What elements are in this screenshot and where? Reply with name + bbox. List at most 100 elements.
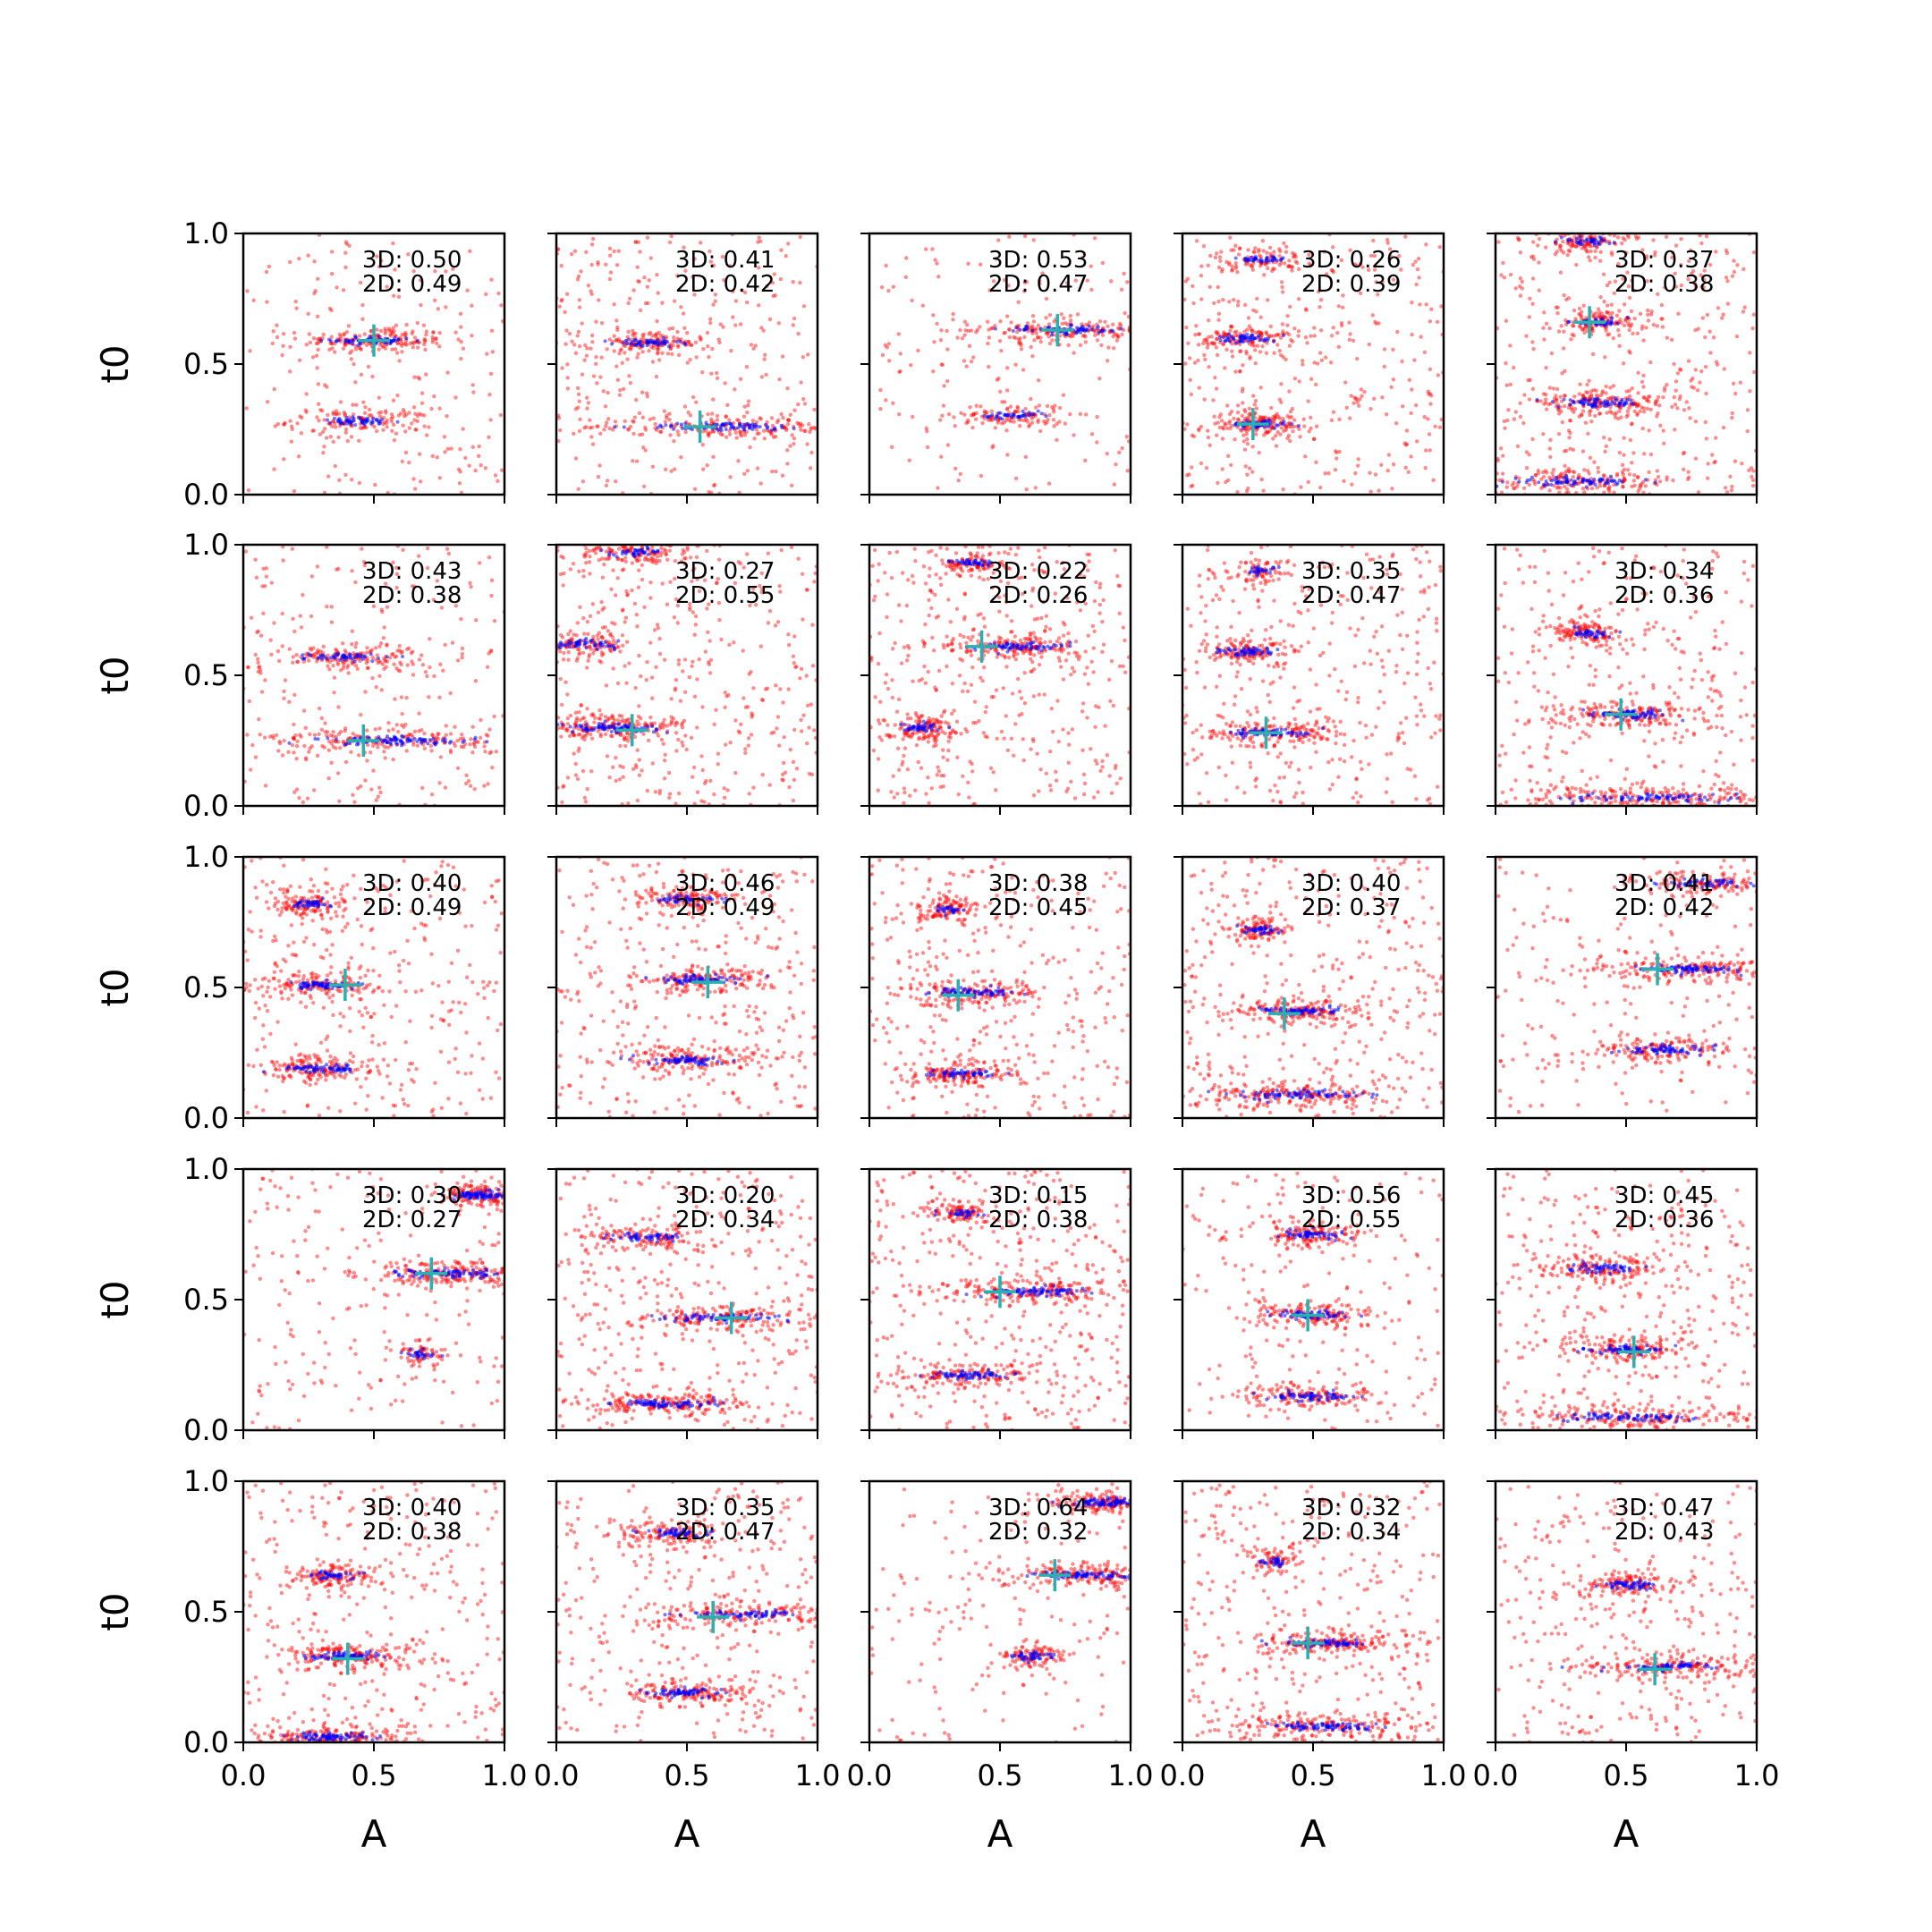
red-point — [1027, 424, 1031, 428]
blue-point — [472, 737, 477, 741]
blue-point — [308, 653, 312, 657]
red-point — [1246, 248, 1250, 252]
blue-point — [1027, 413, 1031, 418]
red-point — [1063, 421, 1068, 426]
red-point — [746, 402, 750, 408]
red-point — [577, 305, 582, 309]
red-point — [561, 784, 565, 790]
red-point — [1551, 474, 1555, 479]
red-point — [459, 339, 463, 344]
red-point — [1068, 313, 1072, 318]
red-point — [288, 344, 292, 349]
red-point — [738, 561, 743, 566]
red-point — [418, 479, 423, 484]
red-point — [295, 659, 301, 665]
red-point — [538, 744, 541, 748]
red-point — [1250, 267, 1256, 272]
red-point — [1226, 420, 1232, 426]
red-point — [1589, 326, 1595, 331]
red-point — [1595, 485, 1599, 490]
red-point — [623, 351, 627, 355]
red-point — [967, 343, 972, 349]
red-point — [791, 759, 796, 765]
red-point — [1577, 311, 1581, 317]
red-point — [647, 278, 651, 283]
red-point — [1636, 489, 1640, 494]
red-point — [559, 263, 564, 268]
red-point — [1583, 420, 1589, 425]
red-point — [430, 340, 435, 344]
red-point — [484, 292, 488, 297]
blue-point — [773, 427, 777, 431]
red-point — [265, 300, 269, 304]
red-point — [1083, 340, 1089, 344]
red-point — [935, 261, 939, 266]
red-point — [1541, 326, 1546, 330]
blue-point — [339, 421, 343, 426]
blue-point — [1614, 398, 1619, 402]
red-point — [1075, 312, 1080, 317]
red-point — [951, 318, 955, 322]
red-point — [1578, 312, 1583, 318]
red-point — [322, 427, 327, 431]
red-point — [1607, 437, 1612, 442]
blue-point — [1270, 255, 1275, 259]
red-point — [776, 321, 782, 326]
red-point — [1306, 399, 1310, 403]
red-point — [1625, 412, 1631, 417]
red-point — [985, 319, 990, 324]
red-point — [1678, 394, 1682, 399]
blue-point — [1581, 397, 1586, 402]
red-point — [1561, 346, 1566, 351]
red-point — [590, 340, 595, 344]
red-point — [765, 686, 770, 691]
red-point — [1636, 402, 1641, 408]
red-point — [952, 415, 956, 419]
red-point — [1008, 404, 1013, 409]
blue-point — [1044, 414, 1048, 419]
red-point — [1182, 297, 1187, 302]
red-point — [766, 621, 771, 625]
red-point — [1273, 413, 1277, 418]
red-point — [759, 587, 765, 591]
red-point — [398, 342, 403, 346]
red-point — [347, 243, 352, 248]
red-point — [432, 298, 437, 303]
blue-point — [1606, 481, 1611, 486]
red-point — [1120, 445, 1124, 451]
red-point — [292, 735, 296, 740]
red-point — [667, 792, 673, 796]
red-point — [1277, 254, 1282, 258]
red-point — [386, 328, 391, 333]
red-point — [1437, 245, 1443, 250]
red-point — [891, 284, 896, 289]
red-point — [736, 459, 741, 463]
red-point — [1261, 249, 1266, 253]
red-point — [403, 722, 408, 727]
red-point — [1601, 473, 1606, 478]
red-point — [1579, 314, 1584, 318]
red-point — [487, 393, 492, 397]
red-point — [471, 741, 477, 747]
red-point — [1038, 335, 1043, 340]
red-point — [1233, 264, 1239, 268]
blue-point — [362, 654, 367, 658]
red-point — [370, 675, 375, 681]
red-point — [538, 737, 542, 741]
red-point — [722, 795, 727, 800]
red-point — [492, 714, 496, 719]
red-point — [634, 612, 639, 617]
red-point — [1293, 259, 1298, 264]
red-point — [614, 318, 619, 323]
red-point — [792, 727, 797, 733]
red-point — [1699, 241, 1704, 246]
red-point — [1628, 351, 1632, 355]
red-point — [640, 563, 645, 567]
red-point — [1281, 355, 1286, 360]
red-point — [1341, 293, 1345, 298]
red-point — [711, 454, 716, 460]
red-point — [724, 415, 729, 419]
red-point — [1309, 415, 1313, 420]
red-point — [1564, 487, 1570, 491]
red-point — [1202, 397, 1207, 402]
